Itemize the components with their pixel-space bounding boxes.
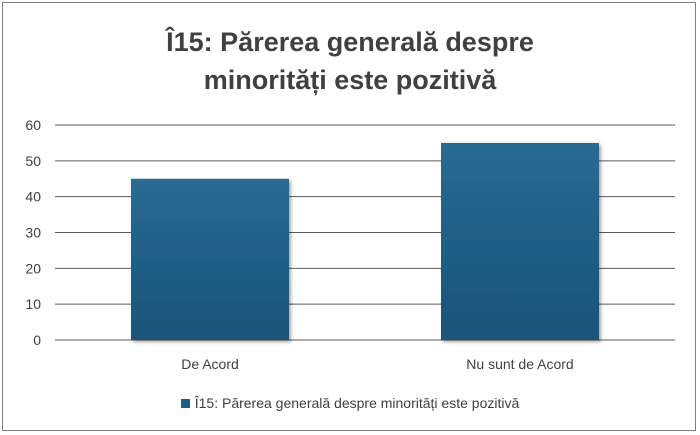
legend-label: Î15: Părerea generală despre minorități …: [194, 395, 520, 411]
y-tick-label: 30: [25, 225, 41, 241]
y-tick-label: 20: [25, 260, 41, 276]
bar-1: [131, 178, 289, 340]
y-tick-label: 50: [25, 153, 41, 169]
x-category-label: De Acord: [181, 356, 239, 372]
y-tick-label: 10: [25, 296, 41, 312]
bar-2: [441, 142, 599, 340]
y-tick-label: 40: [25, 189, 41, 205]
x-category-label: Nu sunt de Acord: [466, 356, 573, 372]
chart-title-line-1: Î15: Părerea generală despre: [166, 27, 534, 57]
bar-chart-plot: 0 10 20 30 40 50 60 De Acord Nu sunt de Acord: [25, 117, 675, 372]
y-tick-label: 60: [25, 117, 41, 133]
legend-swatch: [180, 399, 190, 408]
chart-title: Î15: Părerea generală despre minorități …: [3, 23, 697, 99]
chart-frame: Î15: Părerea generală despre minorități …: [2, 2, 696, 431]
y-tick-label: 0: [33, 332, 41, 348]
chart-title-line-2: minorități este pozitivă: [203, 65, 497, 95]
chart-legend: Î15: Părerea generală despre minorități …: [3, 395, 697, 411]
